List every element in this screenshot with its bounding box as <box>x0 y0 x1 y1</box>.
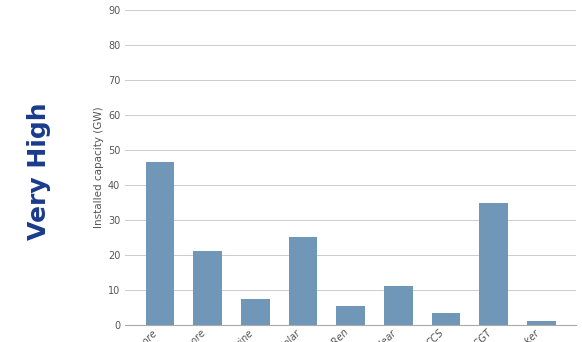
Text: Very High: Very High <box>27 102 51 240</box>
Bar <box>146 162 174 325</box>
Bar <box>384 287 413 325</box>
Bar <box>480 202 508 325</box>
Bar <box>241 299 269 325</box>
Bar <box>527 321 556 325</box>
Y-axis label: Installed capacity (GW): Installed capacity (GW) <box>94 107 104 228</box>
Bar <box>336 306 365 325</box>
Bar <box>432 313 460 325</box>
Bar <box>289 237 317 325</box>
Bar <box>193 251 222 325</box>
